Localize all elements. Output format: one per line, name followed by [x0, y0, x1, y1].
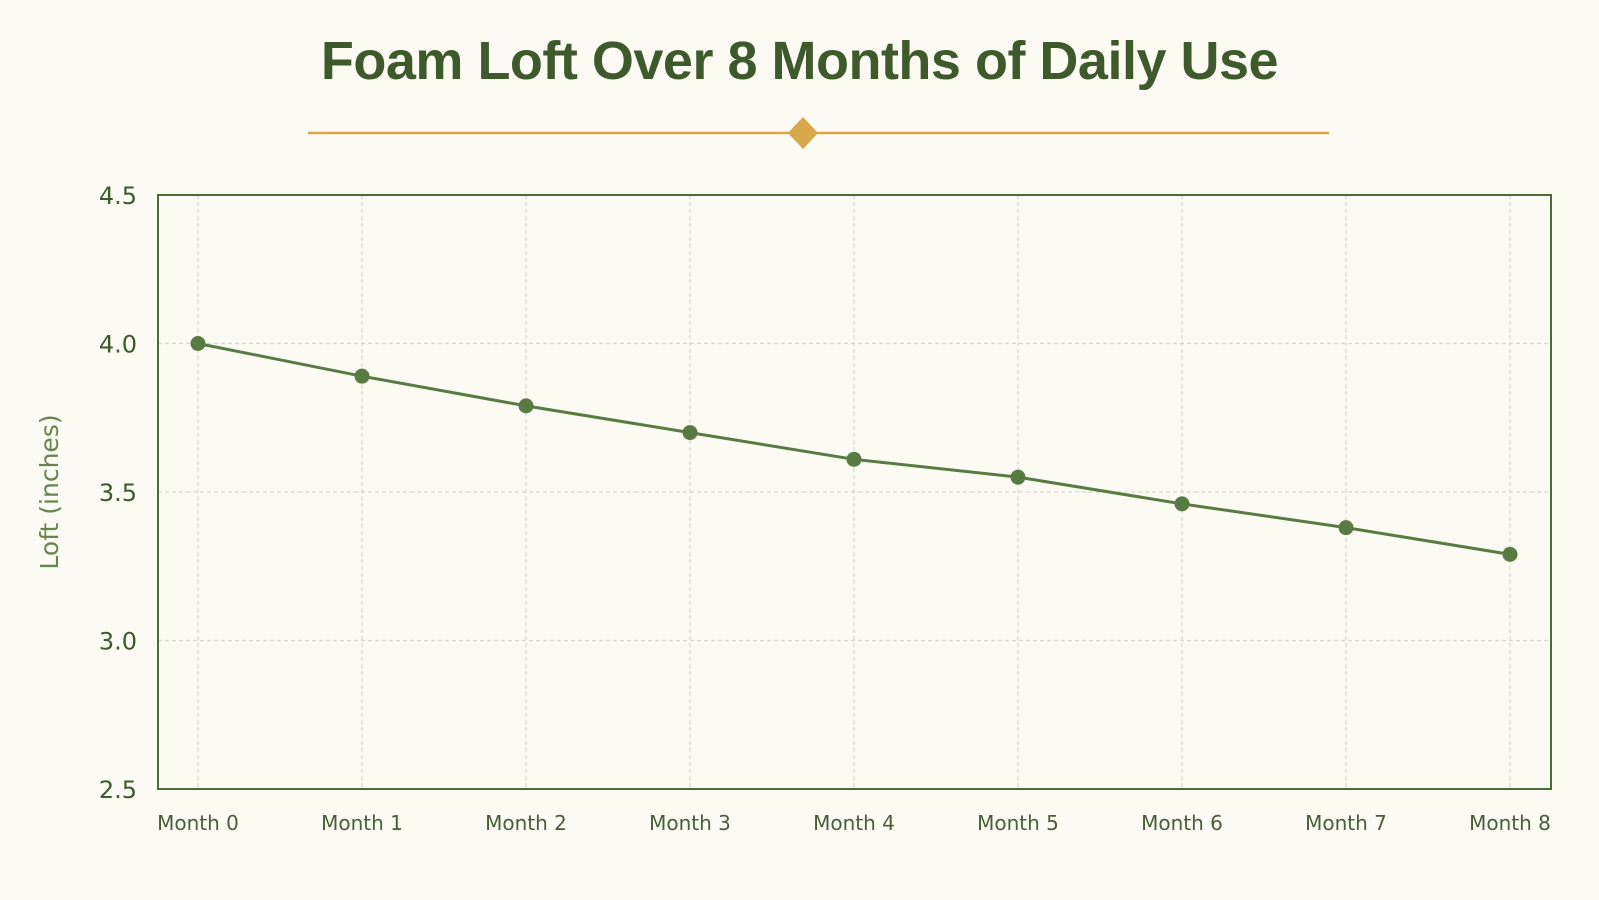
x-tick-label: Month 4	[813, 811, 895, 835]
data-point[interactable]	[1338, 520, 1354, 536]
chart-title: Foam Loft Over 8 Months of Daily Use	[320, 31, 1279, 91]
y-tick-label: 2.5	[99, 776, 137, 804]
x-tick-label: Month 8	[1469, 811, 1551, 835]
x-tick-label: Month 5	[977, 811, 1059, 835]
x-tick-label: Month 7	[1305, 811, 1387, 835]
x-tick-label: Month 1	[321, 811, 403, 835]
y-tick-label: 4.5	[99, 182, 137, 210]
x-tick-label: Month 6	[1141, 811, 1223, 835]
data-point[interactable]	[846, 451, 862, 467]
x-tick-label: Month 0	[157, 811, 239, 835]
series-layer	[190, 336, 1518, 562]
x-tick-label: Month 2	[485, 811, 567, 835]
y-tick-label: 4.0	[99, 331, 137, 359]
data-point[interactable]	[354, 368, 370, 384]
y-axis-ticks: 2.5 3.0 3.5 4.0 4.5	[99, 182, 137, 804]
y-tick-label: 3.0	[99, 628, 137, 656]
data-point[interactable]	[1174, 496, 1190, 512]
data-point[interactable]	[682, 425, 698, 441]
x-axis-ticks: Month 0 Month 1 Month 2 Month 3 Month 4 Month…	[157, 811, 1551, 835]
y-axis-title: Loft (inches)	[35, 414, 64, 569]
grid-lines	[158, 195, 1551, 789]
x-tick-label: Month 3	[649, 811, 731, 835]
data-point[interactable]	[1010, 469, 1026, 485]
divider-diamond-icon	[788, 117, 818, 149]
plot-area-frame	[157, 194, 1552, 790]
data-point[interactable]	[190, 336, 206, 351]
data-point[interactable]	[518, 398, 534, 414]
data-point[interactable]	[1502, 546, 1518, 562]
y-tick-label: 3.5	[99, 479, 137, 507]
